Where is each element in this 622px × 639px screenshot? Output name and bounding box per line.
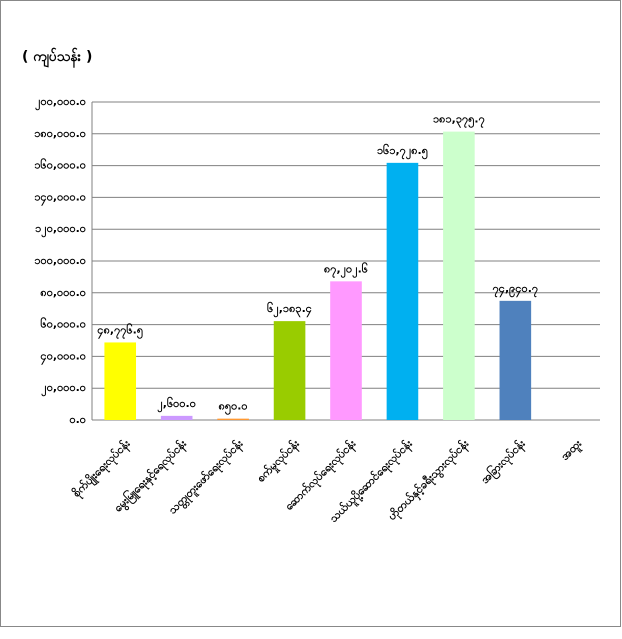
y-tick-label: ၂၀,၀၀၀.၀: [41, 381, 86, 397]
bar: [160, 415, 193, 420]
value-label: ၈၇,၂၀၂.၆: [324, 262, 368, 278]
bar: [386, 162, 419, 420]
value-label: ၆၂,၁၈၃.၄: [267, 302, 312, 318]
y-tick-label: ၂၀၀,၀၀၀.၀: [35, 95, 86, 111]
bar: [499, 300, 532, 420]
value-label: ၁၈၁,၃၇၅.၇: [433, 113, 486, 129]
value-label: ၂,၆၀၀.၀: [157, 397, 196, 413]
chart-title: ( ကျပ်သန်း ): [22, 48, 92, 68]
y-tick-label: ၁၆၀,၀၀၀.၀: [34, 159, 86, 172]
value-label: ၄၈,၇၇၆.၅: [97, 323, 143, 339]
bar: [330, 281, 362, 420]
y-tick-label: ၁၄၀,၀၀၀.၀: [34, 190, 86, 206]
value-label: ၈၅၀.၀: [219, 400, 248, 416]
bar: [104, 342, 137, 420]
y-tick-label: ၈၀,၀၀၀.၀: [40, 286, 86, 299]
bar: [217, 418, 249, 420]
y-tick-label: ၁၀၀,၀၀၀.၀: [34, 254, 86, 267]
y-tick-label: ၀.၀: [69, 413, 86, 426]
y-tick-label: ၁၂၀,၀၀၀.၀: [35, 222, 86, 238]
value-label: ၇၄,၉၄၀.၇: [493, 282, 539, 298]
y-tick-label: ၆၀,၀၀၀.၀: [41, 318, 86, 331]
value-label: ၁၆၁,၇၂၈.၅: [377, 144, 429, 160]
y-tick-label: ၄၀,၀၀၀.၀: [41, 349, 86, 365]
y-tick-label: ၁၈၀,၀၀၀.၀: [34, 127, 86, 140]
bar: [443, 131, 475, 420]
bar: [273, 321, 306, 420]
